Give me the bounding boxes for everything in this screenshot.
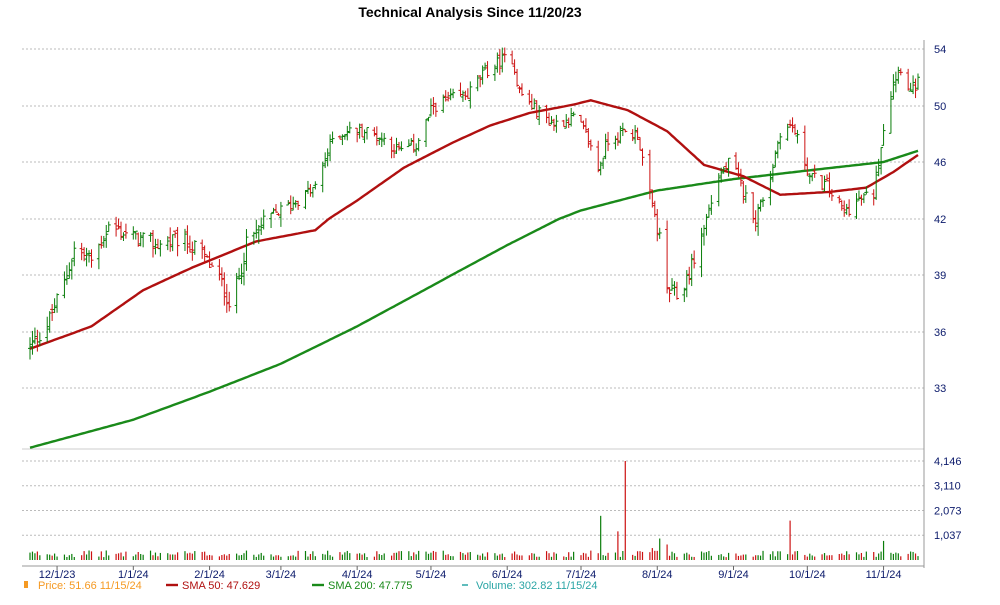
volume-tick-label: 1,037 [934,530,962,542]
price-tick-label: 50 [934,101,946,113]
volume-tick-label: 4,146 [934,456,962,468]
volume-tick-label: 3,110 [934,481,961,493]
sma50-line [30,100,918,348]
legend-swatch-price [24,581,28,588]
price-tick-label: 33 [934,383,946,395]
price-tick-label: 42 [934,214,946,226]
sma50-layer [30,100,918,348]
price-tick-label: 54 [934,44,946,56]
chart-title: Technical Analysis Since 11/20/23 [358,4,582,20]
x-tick-label: 11/1/24 [866,569,902,581]
legend-label-sma50: SMA 50: 47.629 [182,580,260,592]
legend-label-volume: Volume: 302.82 11/15/24 [476,580,598,592]
price-tick-label: 46 [934,157,946,169]
grid-layer [22,40,924,568]
legend: Price: 51.66 11/15/24 SMA 50: 47.629 SMA 2… [24,580,598,592]
x-tick-label: 8/1/24 [642,569,673,581]
x-tick-label: 3/1/24 [266,569,297,581]
price-layer [28,48,920,360]
x-tick-label: 10/1/24 [789,569,826,581]
legend-label-price: Price: 51.66 11/15/24 [38,580,142,592]
x-tick-label: 9/1/24 [718,569,749,581]
volume-tick-label: 2,073 [934,506,962,518]
legend-label-sma200: SMA 200: 47.775 [328,580,412,592]
axis-layer: 333639424650541,0372,0733,1104,14612/1/2… [39,44,962,581]
x-tick-label: 5/1/24 [416,569,447,581]
price-tick-label: 39 [934,270,946,282]
price-tick-label: 36 [934,327,946,339]
